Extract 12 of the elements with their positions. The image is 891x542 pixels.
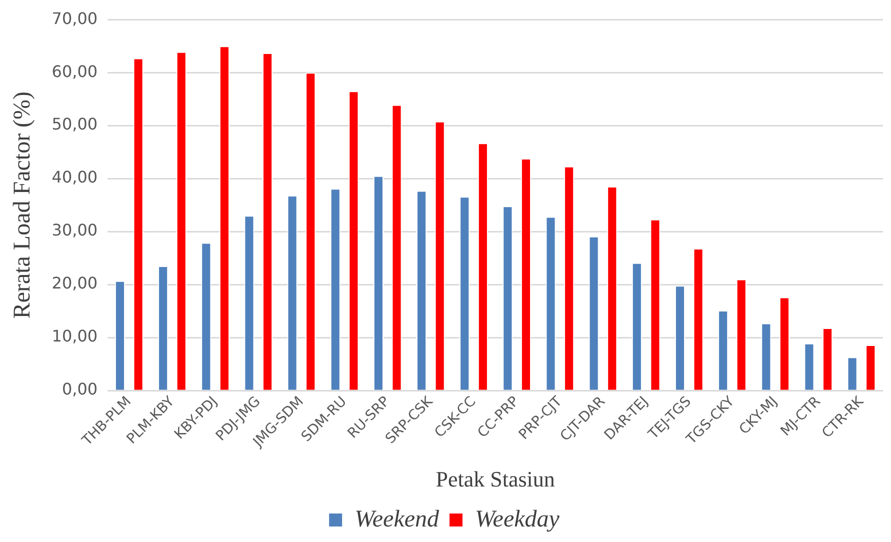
x-axis-title: Petak Stasiun (436, 466, 555, 492)
y-tick-label: 20,00 (52, 274, 98, 293)
y-tick-label: 30,00 (52, 220, 98, 240)
y-tick-label: 40,00 (52, 168, 98, 187)
y-tick-label: 10,00 (52, 326, 98, 346)
y-tick-label: 50,00 (52, 114, 98, 134)
y-tick-label: 60,00 (52, 62, 98, 81)
y-tick-label: 70,00 (52, 8, 98, 28)
y-tick-label: 0,00 (62, 380, 98, 399)
y-axis-title: Rerata Load Factor (%) (10, 91, 36, 319)
legend-label: Weekday (475, 506, 560, 532)
legend-label: Weekend (354, 506, 440, 532)
